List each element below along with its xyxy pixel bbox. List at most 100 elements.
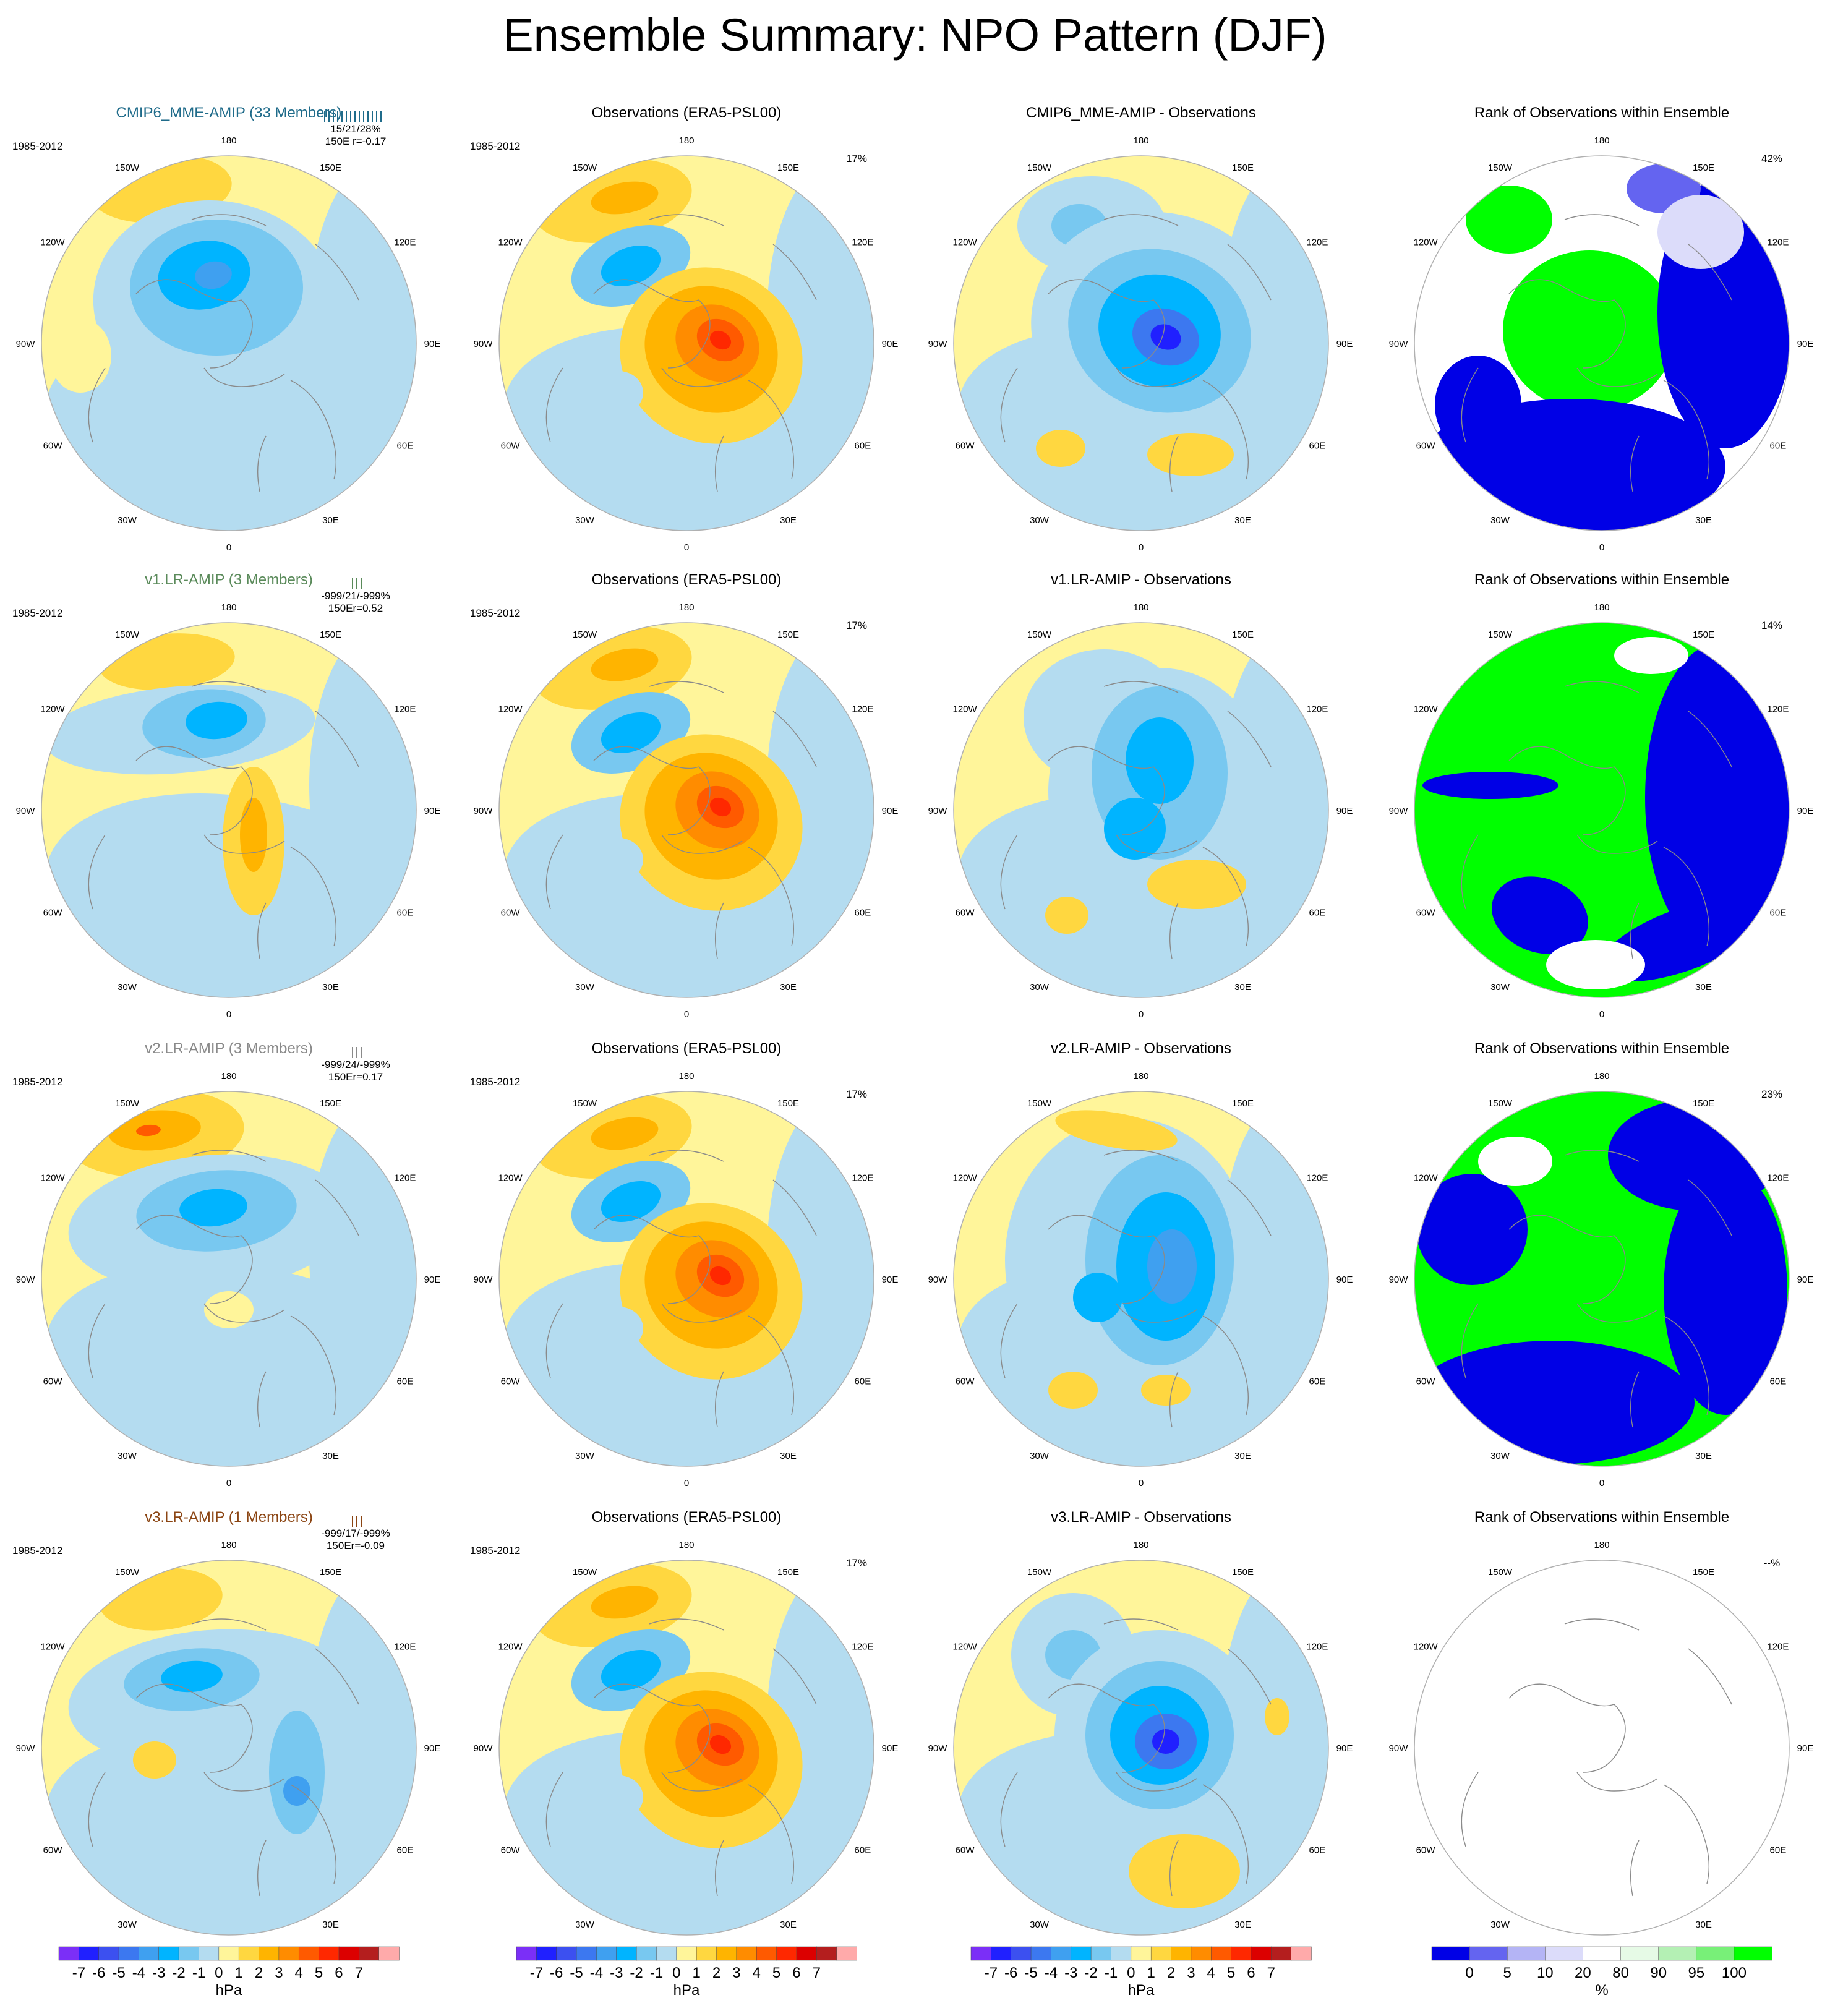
field-contour (709, 1266, 732, 1286)
map-lon-label: 90W (1389, 339, 1409, 349)
field-contour (575, 902, 612, 929)
coastline (1202, 380, 1249, 480)
colorbar-swatch (1011, 1946, 1032, 1961)
colorbar-swatch (218, 1946, 239, 1961)
coastline (1461, 1303, 1479, 1378)
colorbar-unit: hPa (1128, 1982, 1155, 1999)
coastline (290, 380, 336, 480)
coastline (135, 1683, 253, 1773)
colorbar-tick-label: 80 (1612, 1965, 1629, 1981)
map-lon-label: 150W (573, 1567, 597, 1578)
rank-title: Rank of Observations within Ensemble (1474, 1509, 1729, 1526)
map-lon-label: 120E (1767, 237, 1789, 248)
colorbar-swatch (378, 1946, 400, 1961)
rank-region (1614, 637, 1688, 674)
map-lon-label: 90E (1336, 806, 1353, 816)
coastline (593, 746, 711, 835)
field-contour (591, 181, 659, 215)
diff-title: v3.LR-AMIP - Observations (1051, 1509, 1231, 1526)
coastline (649, 1618, 724, 1631)
map-field (499, 1091, 874, 1466)
colorbar-swatch (636, 1946, 657, 1961)
map-lon-label: 30E (322, 1451, 339, 1461)
coastline (1000, 834, 1018, 910)
map-lon-label: 150E (1232, 1098, 1254, 1109)
map-boundary (953, 1560, 1329, 1936)
coastline (1663, 1784, 1709, 1884)
map-lon-label: 0 (1139, 542, 1144, 553)
map-lon-label: 150E (1232, 163, 1254, 173)
coastline (135, 746, 253, 835)
stats-label: -999/21/-999% (321, 590, 390, 602)
map-lon-label: 120W (1414, 1642, 1439, 1652)
map-lon-label: 150E (320, 163, 341, 173)
colorbar-tick-label: 4 (295, 1965, 303, 1981)
coastline (1630, 435, 1640, 492)
colorbar-tick-label: 6 (335, 1965, 343, 1981)
map-lon-label: 180 (678, 1071, 694, 1082)
coastline (257, 902, 267, 959)
field-contour (1221, 1093, 1328, 1415)
map-lon-label: 150W (115, 1567, 140, 1578)
map-field (41, 1560, 416, 1935)
map-lon-label: 150E (320, 1567, 341, 1578)
map-boundary (41, 155, 417, 531)
field-contour (1221, 625, 1328, 946)
colorbar-tick-label: -5 (1024, 1965, 1037, 1981)
map-lon-label: 120W (1414, 1173, 1439, 1184)
map-lon-label: 60W (43, 908, 63, 918)
colorbar-swatch (576, 1946, 597, 1961)
colorbar-swatch (1090, 1946, 1112, 1961)
map-lon-label: 180 (1133, 602, 1148, 613)
map-lon-label: 60W (956, 441, 975, 451)
coastline (315, 711, 359, 767)
field-contour (591, 1117, 659, 1150)
map-lon-label: 90W (474, 1275, 494, 1285)
map-lon-label: 150E (777, 630, 799, 640)
colorbar-swatch (616, 1946, 637, 1961)
map-lon-label: 30W (575, 515, 595, 526)
field-contour (1129, 1834, 1240, 1908)
map-lon-label: 30W (1490, 1920, 1510, 1930)
colorbar-swatch (319, 1946, 340, 1961)
coastline (203, 367, 285, 387)
coastline (191, 681, 267, 693)
map-lon-label: 150E (1693, 1098, 1714, 1109)
map-lon-label: 60E (397, 1845, 414, 1856)
colorbar-swatch (816, 1946, 837, 1961)
map-lon-label: 120E (394, 237, 416, 248)
map-lon-label: 150E (777, 163, 799, 173)
coastline (1227, 1648, 1272, 1705)
map-lon-label: 120W (41, 1642, 66, 1652)
colorbar-swatch (596, 1946, 617, 1961)
map-lon-label: 120E (1767, 704, 1789, 715)
map-panel-r2-c2: 180 150E 120E 90E 60E 30E 0 30W 60W 90W 120W 150W v2… (928, 1040, 1353, 1489)
colorbar-tick-label: -2 (1084, 1965, 1097, 1981)
field-contour (1141, 1375, 1191, 1406)
map-lon-label: 90E (1336, 1743, 1353, 1754)
coastline (1116, 367, 1197, 387)
map-lon-label: 150E (1232, 630, 1254, 640)
map-lon-label: 30E (1234, 1920, 1251, 1930)
colorbar-swatch (536, 1946, 557, 1961)
map-lon-label: 60W (956, 908, 975, 918)
map-lon-label: 120W (953, 704, 978, 715)
colorbar-tick-label: 7 (1267, 1965, 1275, 1981)
colorbar-swatch (970, 1946, 992, 1961)
coastline (1688, 711, 1732, 767)
map-lon-label: 90E (1336, 1275, 1353, 1285)
colorbar-tick-label: 20 (1575, 1965, 1591, 1981)
map-lon-label: 60E (855, 1377, 871, 1387)
model-title: v1.LR-AMIP (3 Members) (145, 571, 313, 588)
map-lon-label: 60W (43, 1377, 63, 1387)
map-lon-label: 150W (1027, 163, 1052, 173)
map-lon-label: 120E (394, 1642, 416, 1652)
rank-pct-label: 42% (1761, 153, 1782, 164)
map-boundary (1414, 1560, 1790, 1936)
map-lon-label: 90E (1797, 1275, 1814, 1285)
map-lon-label: 150W (1488, 1567, 1513, 1578)
correlation-label: 150E r=-0.17 (325, 135, 387, 147)
colorbar-tick-label: -4 (132, 1965, 145, 1981)
colorbar-swatch (98, 1946, 119, 1961)
period-label: 1985-2012 (470, 607, 520, 619)
